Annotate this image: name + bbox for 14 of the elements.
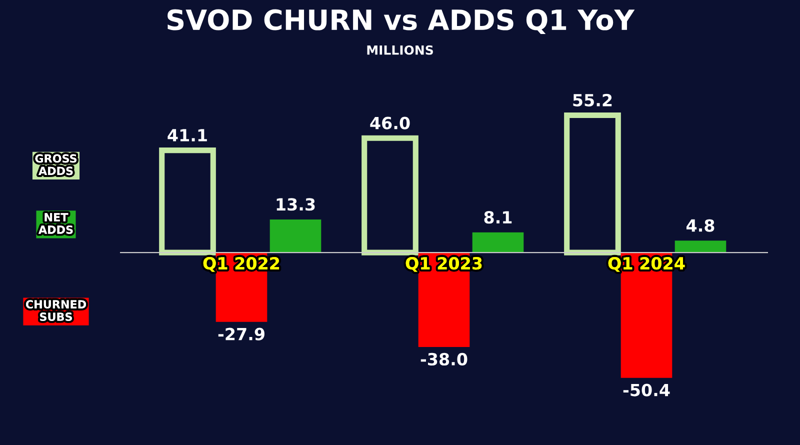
- text: NET ADDS: [38, 213, 73, 234]
- data-label: 41.1: [168, 129, 207, 142]
- chart-subtitle: MILLIONS: [367, 45, 433, 55]
- data-label: 55.2: [573, 94, 612, 106]
- text: GROSS ADDS: [35, 154, 76, 176]
- data-label: -38.0: [420, 352, 468, 366]
- data-label: 13.3: [276, 198, 315, 211]
- data-label: 46.0: [370, 116, 410, 130]
- chart-title: SVOD CHURN vs ADDS Q1 YoY: [168, 9, 635, 34]
- data-label: 8.1: [484, 211, 512, 224]
- data-label: -27.9: [218, 328, 264, 340]
- text: CHURNED SUBS: [26, 300, 86, 321]
- data-label: -50.4: [623, 384, 670, 396]
- data-label: 4.8: [686, 219, 714, 232]
